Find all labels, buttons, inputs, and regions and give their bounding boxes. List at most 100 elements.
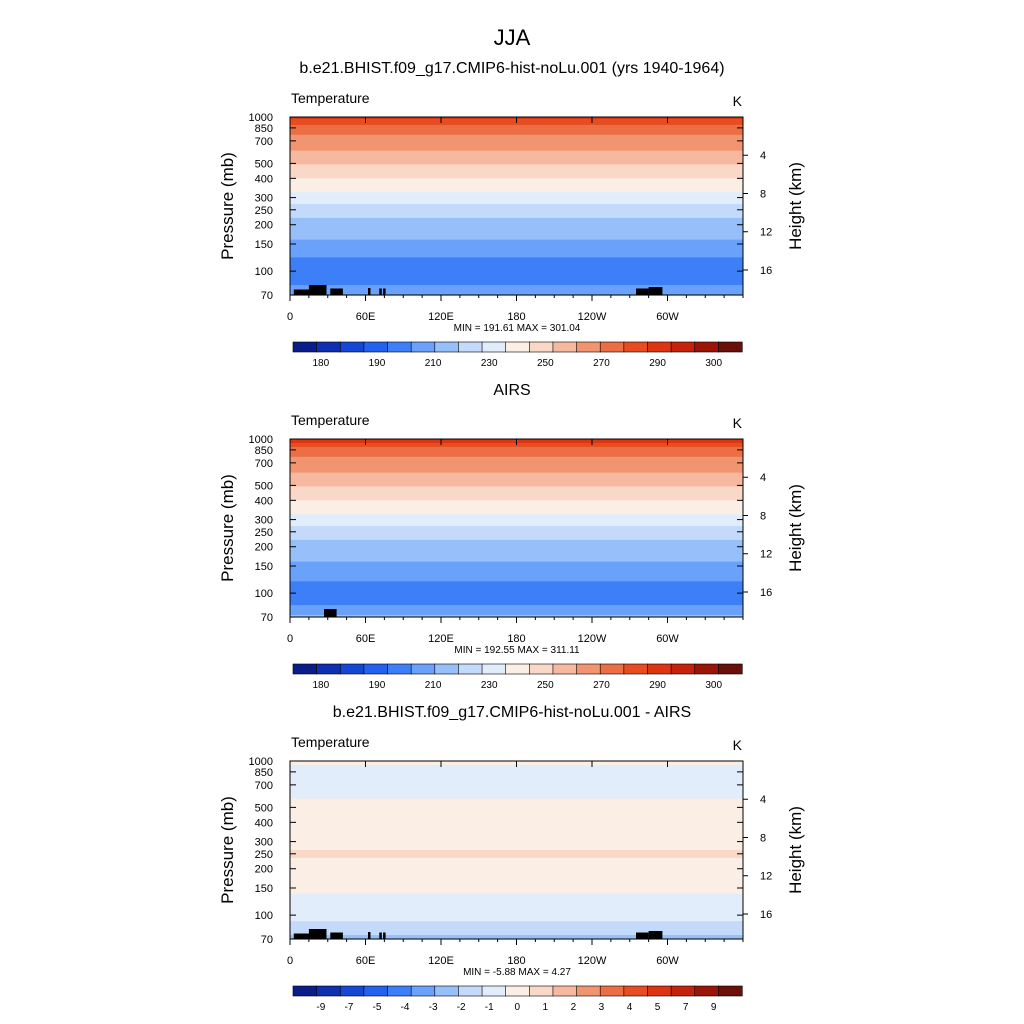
contour-band: [290, 925, 743, 928]
contour-band: [290, 285, 743, 288]
contour-band: [290, 257, 743, 260]
contour-band: [290, 561, 743, 565]
contour-band: [290, 122, 743, 126]
contour-band: [290, 446, 743, 450]
contour-band: [290, 281, 743, 284]
contour-band: [290, 190, 743, 193]
contour-band: [290, 923, 743, 926]
contour-band: [290, 140, 743, 144]
contour-band: [290, 132, 743, 136]
contour-band: [290, 897, 743, 901]
contour-band: [290, 486, 743, 490]
colorbar: 180 190 210 230 250 270 290 300: [292, 341, 743, 369]
y-tick-label: 300: [255, 193, 273, 205]
x-tick-label: 120W: [578, 311, 607, 323]
panel-title: b.e21.BHIST.f09_g17.CMIP6-hist-noLu.001 …: [333, 704, 691, 721]
colorbar-swatch: [670, 663, 696, 675]
min-max-label: MIN = 192.55 MAX = 311.11: [454, 645, 580, 656]
height-tick-label: 8: [760, 832, 766, 844]
x-tick-label: 60W: [656, 955, 679, 967]
contour-band: [290, 551, 743, 555]
contour-band: [290, 150, 743, 154]
contour-band: [290, 824, 743, 827]
colorbar-swatch: [434, 663, 460, 675]
contour-band: [290, 857, 743, 861]
colorbar-label: -9: [316, 1002, 325, 1013]
colorbar-swatch: [670, 985, 696, 997]
y-tick-label: 500: [255, 480, 273, 492]
contour-band: [290, 541, 743, 545]
contour-band: [290, 504, 743, 507]
contour-band: [290, 836, 743, 839]
contour-band: [290, 615, 743, 618]
contour-band: [290, 881, 743, 885]
colorbar-swatch: [410, 663, 436, 675]
contour-band: [290, 899, 743, 903]
contour-band: [290, 448, 743, 452]
contour-band: [290, 782, 743, 786]
colorbar-label: 1: [543, 1002, 549, 1013]
contour-band: [290, 154, 743, 158]
right-axis-label: Height (km): [786, 484, 805, 572]
contour-band: [290, 496, 743, 499]
contour-band: [290, 267, 743, 270]
contour-band: [290, 792, 743, 796]
contour-band: [290, 800, 743, 804]
contour-band: [290, 820, 743, 823]
colorbar-swatch: [292, 341, 318, 353]
colorbar-swatch: [505, 341, 530, 353]
colorbar-swatch: [694, 341, 719, 353]
colorbar-label: 180: [312, 680, 329, 691]
terrain-mask: [308, 929, 327, 939]
contour-band: [290, 794, 743, 798]
contour-band: [290, 510, 743, 513]
contour-band: [290, 859, 743, 863]
contour-band: [290, 168, 743, 171]
contour-band: [290, 909, 743, 912]
colorbar-swatch: [410, 985, 436, 997]
y-tick-label: 100: [255, 588, 273, 600]
contour-band: [290, 134, 743, 138]
contour-band: [290, 786, 743, 790]
contour-band: [290, 229, 743, 233]
right-axis-label: Height (km): [786, 806, 805, 894]
contour-band: [290, 158, 743, 162]
contour-band: [290, 901, 743, 904]
contour-band: [290, 142, 743, 146]
y-tick-label: 100: [255, 266, 273, 278]
contour-band: [290, 524, 743, 527]
terrain-mask: [636, 288, 649, 295]
x-tick-label: 120W: [578, 955, 607, 967]
colorbar-swatch: [599, 341, 625, 353]
contour-band: [290, 830, 743, 833]
colorbar-swatch: [458, 663, 483, 675]
contour-band: [290, 456, 743, 460]
colorbar-swatch: [434, 341, 460, 353]
contour-band: [290, 492, 743, 495]
colorbar-label: 270: [593, 358, 610, 369]
y-tick-label: 150: [255, 239, 273, 251]
contour-band: [290, 931, 743, 934]
colorbar-label: 180: [312, 358, 329, 369]
contour-band: [290, 283, 743, 286]
x-tick-label: 120E: [428, 311, 454, 323]
contour-band: [290, 549, 743, 553]
x-tick-label: 60W: [656, 311, 679, 323]
y-tick-label: 150: [255, 883, 273, 895]
contour-band: [290, 239, 743, 243]
contour-band: [290, 867, 743, 871]
contour-band: [290, 863, 743, 867]
colorbar-swatch: [481, 663, 507, 675]
contour-band: [290, 838, 743, 841]
contour-band: [290, 804, 743, 808]
y-tick-label: 200: [255, 864, 273, 876]
contour-band: [290, 577, 743, 581]
colorbar-swatch: [339, 985, 365, 997]
contour-band: [290, 603, 743, 606]
contour-band: [290, 484, 743, 488]
colorbar-swatch: [647, 341, 672, 353]
contour-band: [290, 553, 743, 557]
colorbar-swatch: [363, 663, 389, 675]
contour-band: [290, 766, 743, 770]
